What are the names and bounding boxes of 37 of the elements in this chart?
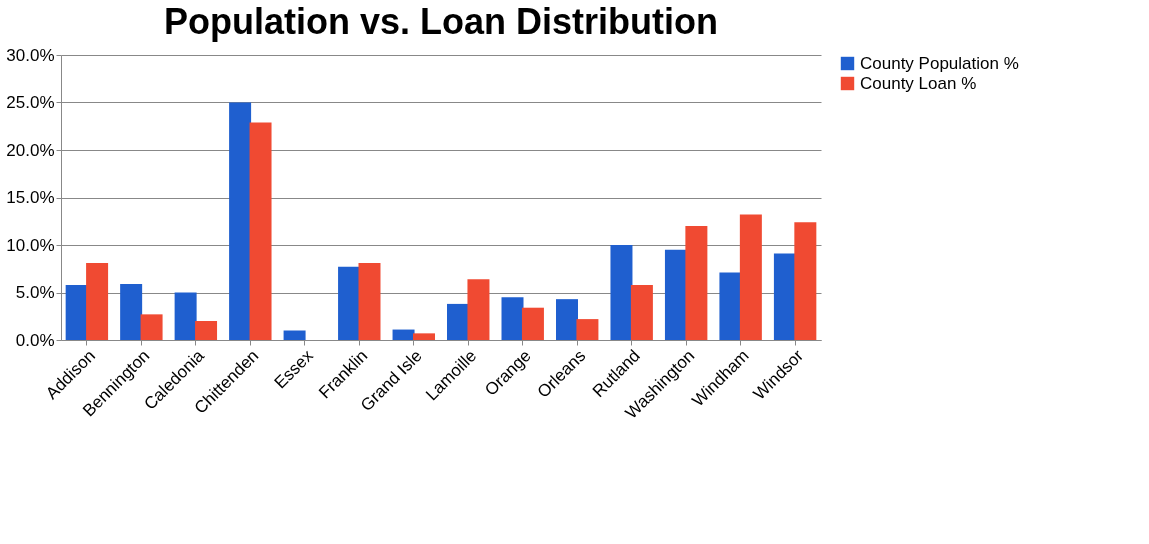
y-tick-label: 10.0% [6, 235, 55, 255]
bar [412, 333, 435, 340]
bar [447, 303, 470, 340]
bar [794, 222, 817, 340]
bar [195, 321, 218, 340]
y-tick-label: 0.0% [15, 330, 55, 350]
bar [521, 307, 544, 340]
bar [610, 245, 633, 340]
bar [120, 283, 143, 340]
bar [358, 263, 381, 340]
bar [630, 284, 653, 340]
bar [174, 292, 197, 340]
bar [392, 329, 415, 340]
chart-title: Population vs. Loan Distribution [164, 1, 718, 42]
bar [773, 253, 796, 340]
bar [576, 319, 599, 340]
y-tick-label: 15.0% [6, 188, 55, 207]
legend-label: County Loan % [860, 73, 977, 93]
legend-label: County Population % [860, 53, 1019, 73]
bar [249, 122, 272, 340]
bar [664, 249, 687, 340]
bar [338, 266, 361, 340]
bar [685, 226, 708, 340]
bar [739, 214, 762, 340]
bar [65, 284, 88, 340]
y-tick-label: 20.0% [6, 140, 55, 160]
bar [86, 263, 109, 340]
bar [283, 330, 306, 340]
bar [501, 297, 524, 340]
bar [140, 314, 163, 340]
bar [229, 102, 252, 340]
y-tick-label: 30.0% [6, 45, 55, 65]
y-tick-label: 5.0% [15, 283, 55, 302]
bar [719, 272, 742, 340]
bar [467, 279, 490, 340]
y-tick-label: 25.0% [6, 93, 55, 112]
bar [555, 299, 578, 340]
